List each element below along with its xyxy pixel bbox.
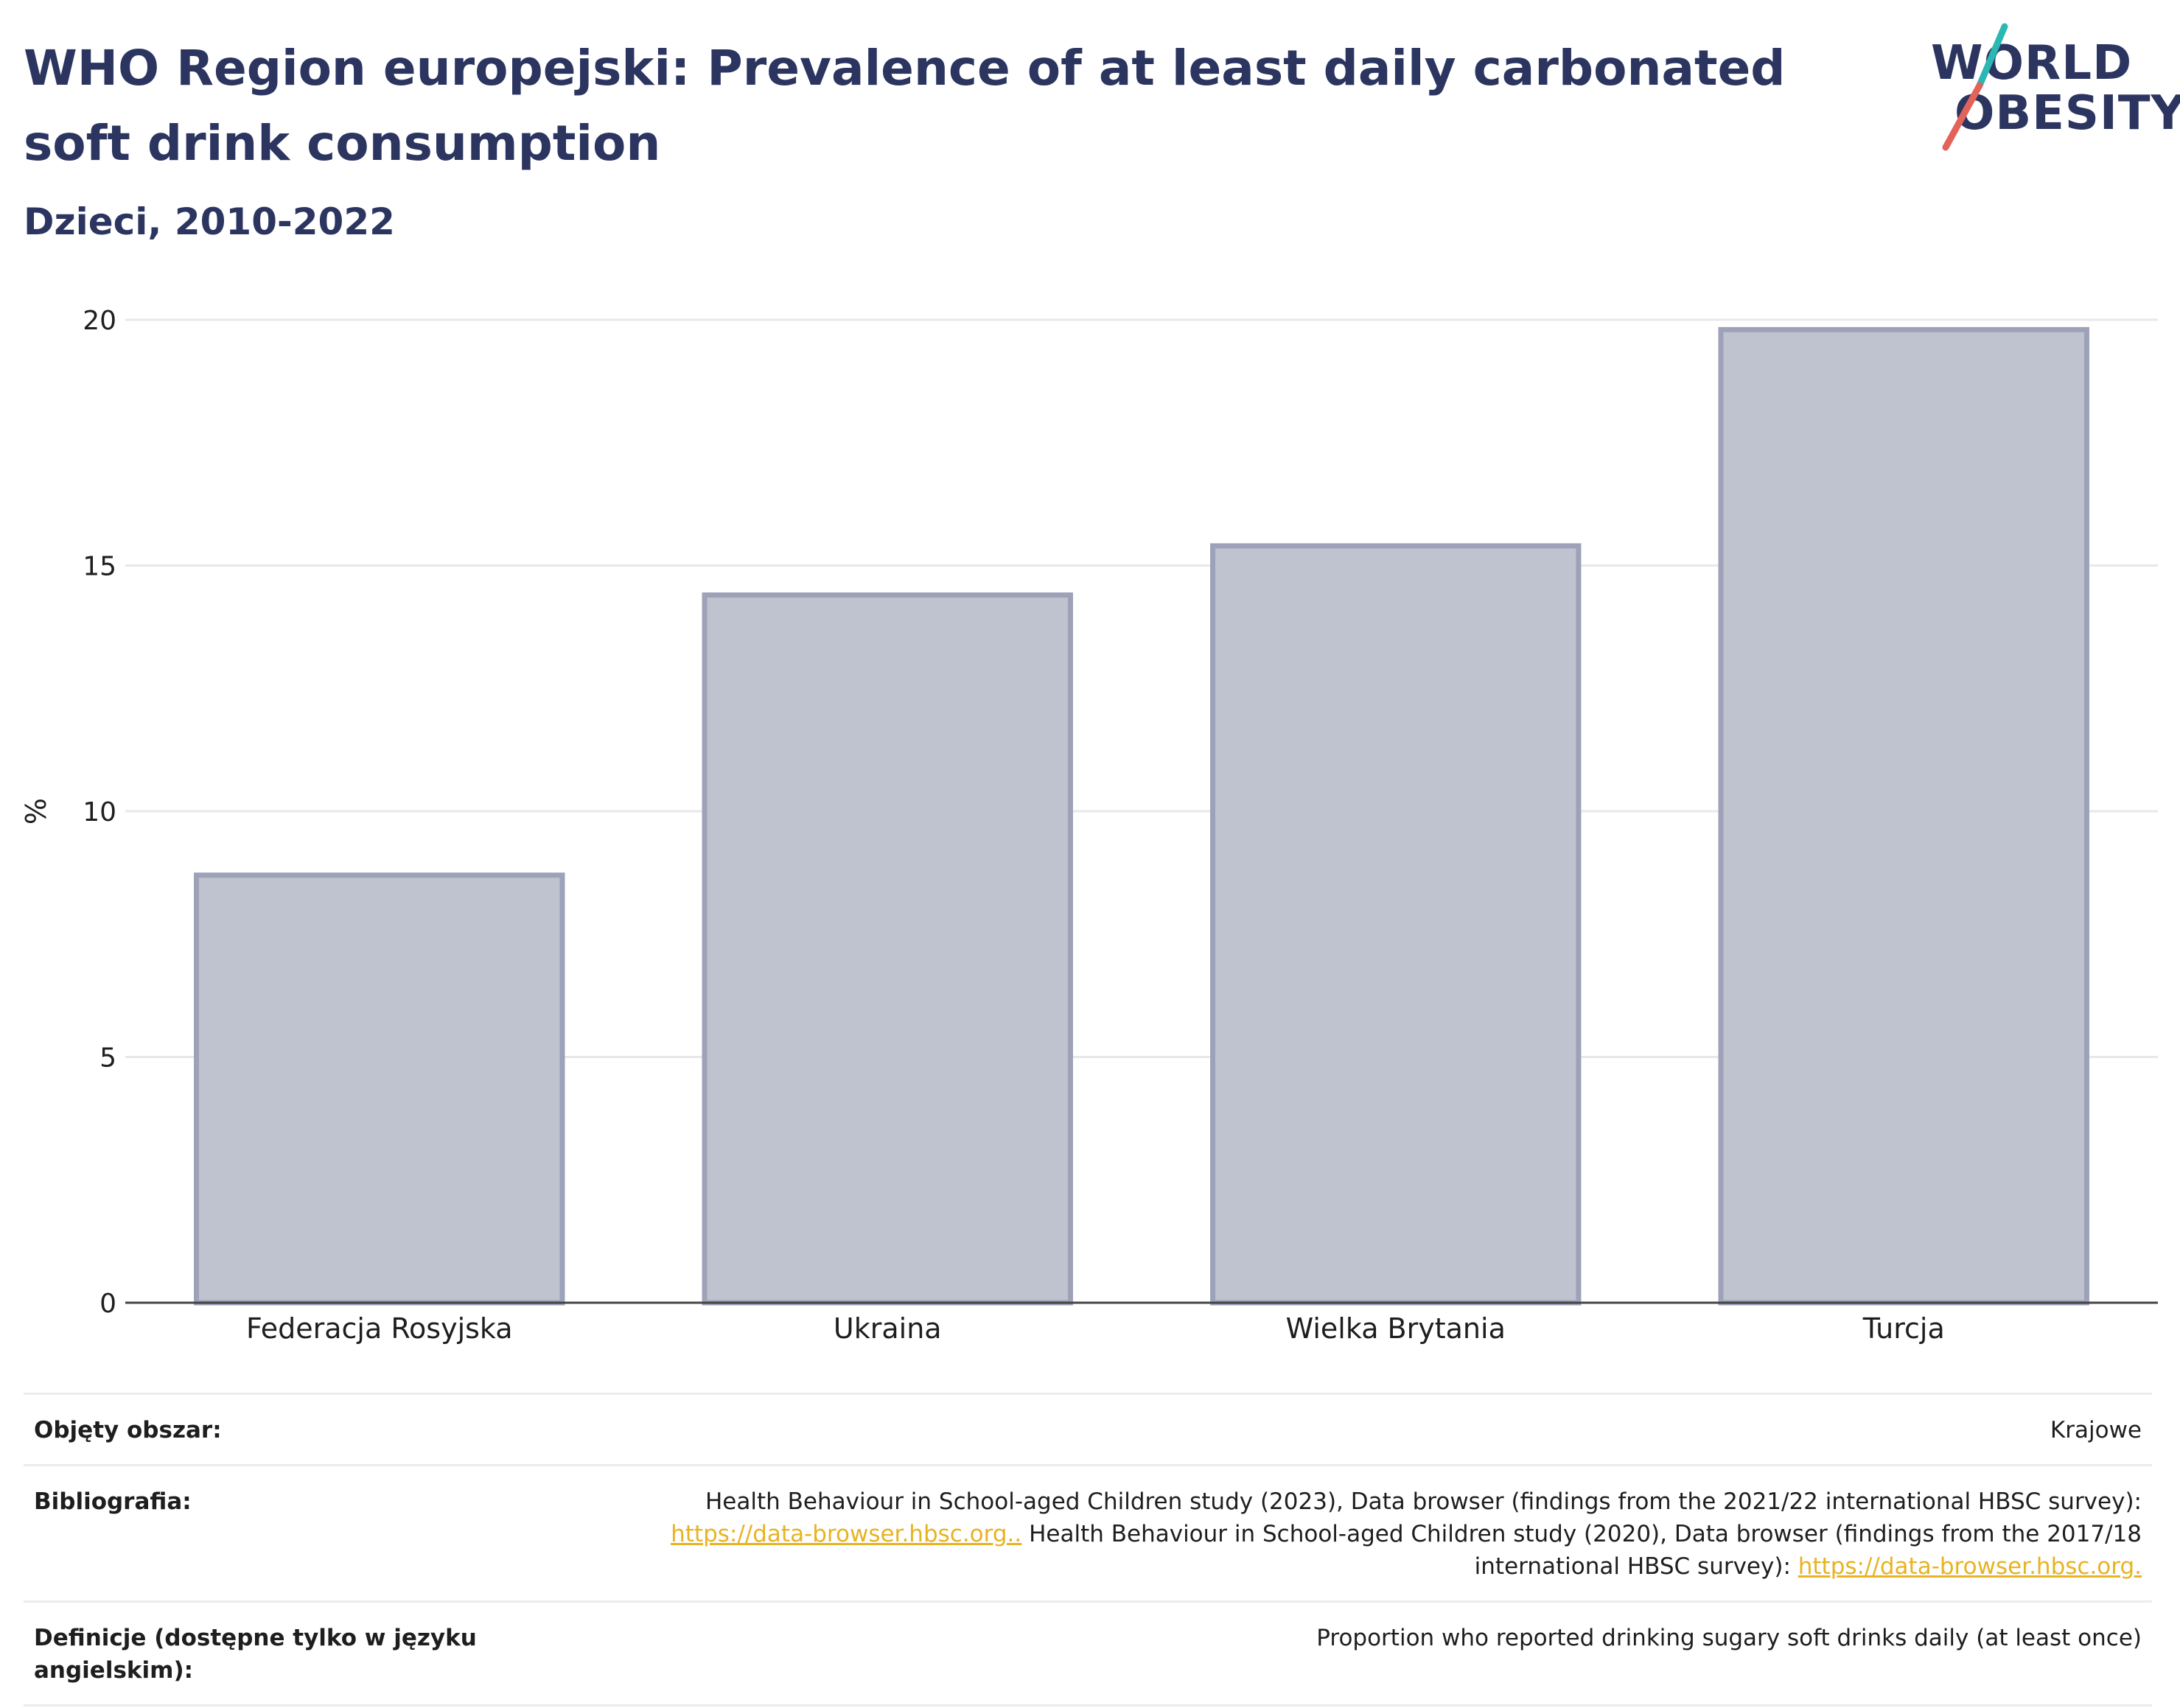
- bibliography-link1[interactable]: https://data-browser.hbsc.org..: [671, 1521, 1022, 1547]
- bar-0[interactable]: [194, 872, 565, 1306]
- logo-line2: OBESITY: [1954, 86, 2180, 141]
- definitions-label: Definicje (dostępne tylko w języku angie…: [34, 1625, 477, 1684]
- coverage-value: Krajowe: [2050, 1417, 2142, 1443]
- coverage-label: Objęty obszar:: [34, 1417, 222, 1443]
- y-tick-label-1: 5: [99, 1043, 116, 1074]
- metadata-table: Objęty obszar: Krajowe Bibliografia: Hea…: [24, 1393, 2152, 1707]
- y-tick-label-2: 10: [83, 797, 116, 827]
- logo-line1: WORLD: [1931, 36, 2133, 91]
- bibliography-text1: Health Behaviour in School-aged Children…: [705, 1488, 2142, 1515]
- y-axis-label: %: [20, 798, 52, 825]
- world-obesity-logo[interactable]: WORLD OBESITY: [1916, 22, 2180, 155]
- bibliography-row: Bibliografia: Health Behaviour in School…: [24, 1464, 2152, 1600]
- bibliography-text2: Health Behaviour in School-aged Children…: [1021, 1521, 2142, 1580]
- bibliography-value: Health Behaviour in School-aged Children…: [565, 1485, 2142, 1583]
- bar-3[interactable]: [1718, 326, 2089, 1306]
- definitions-row: Definicje (dostępne tylko w języku angie…: [24, 1600, 2152, 1707]
- bibliography-label: Bibliografia:: [34, 1488, 192, 1515]
- bibliography-link2[interactable]: https://data-browser.hbsc.org.: [1798, 1553, 2142, 1580]
- x-tick-label-0: Federacja Rosyjska: [246, 1312, 513, 1345]
- bar-1[interactable]: [702, 592, 1073, 1306]
- x-tick-labels: Federacja Rosyjska Ukraina Wielka Brytania…: [246, 1312, 1945, 1345]
- bar-chart: 0 5 10 15 20 Federacja Rosyjska Ukraina Wielka…: [20, 306, 2158, 1345]
- y-tick-labels: 0 5 10 15 20: [83, 306, 116, 1319]
- y-tick-label-0: 0: [99, 1289, 116, 1319]
- coverage-row: Objęty obszar: Krajowe: [24, 1393, 2152, 1464]
- x-tick-label-3: Turcja: [1862, 1312, 1945, 1345]
- y-tick-label-4: 20: [83, 306, 116, 336]
- chart-title: WHO Region europejski: Prevalence of at …: [24, 40, 1786, 172]
- bar-2[interactable]: [1210, 543, 1582, 1306]
- x-tick-label-1: Ukraina: [834, 1312, 942, 1345]
- x-tick-label-2: Wielka Brytania: [1286, 1312, 1506, 1345]
- bars: [194, 326, 2089, 1306]
- chart-subtitle: Dzieci, 2010-2022: [24, 200, 395, 243]
- y-tick-label-3: 15: [83, 552, 116, 582]
- definitions-value: Proportion who reported drinking sugary …: [1316, 1625, 2142, 1651]
- logo-slash-icon: [1942, 23, 2008, 151]
